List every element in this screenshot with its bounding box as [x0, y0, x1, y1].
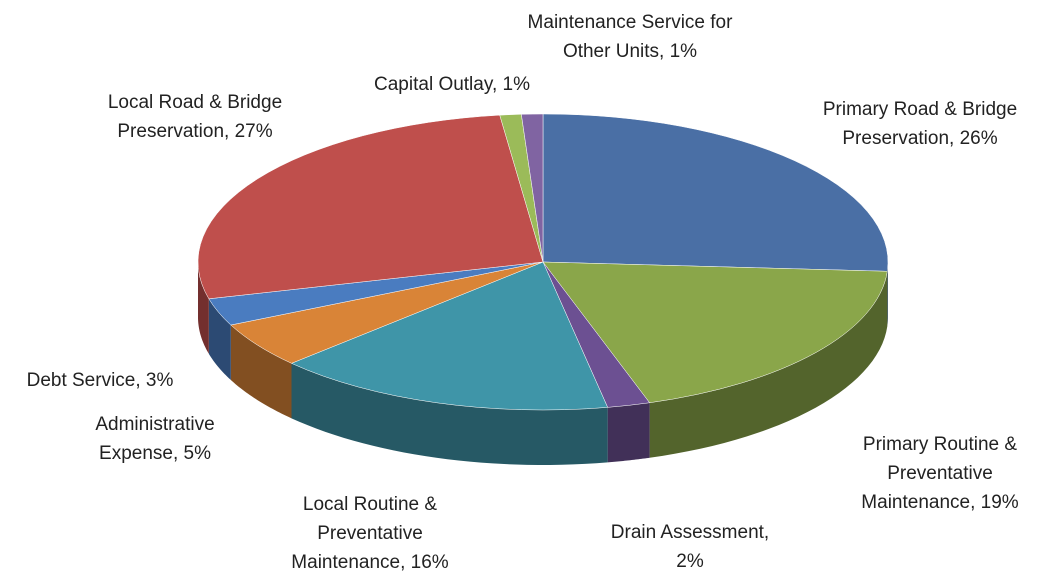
- data-label: Local Routine & Preventative Maintenance…: [291, 494, 449, 573]
- data-label: Capital Outlay, 1%: [374, 74, 530, 95]
- data-label: Primary Routine & Preventative Maintenan…: [861, 434, 1019, 513]
- data-label: Debt Service, 3%: [26, 370, 174, 391]
- slice-side: [198, 262, 209, 354]
- data-label: Drain Assessment, 2%: [610, 522, 770, 572]
- data-label: Primary Road & Bridge Preservation, 26%: [822, 99, 1018, 149]
- data-label: Maintenance Service for Other Units, 1%: [527, 12, 733, 62]
- slice-side: [607, 402, 650, 463]
- slice: [290, 261, 609, 411]
- slice-side: [208, 298, 231, 381]
- data-label: Administrative Expense, 5%: [95, 414, 215, 464]
- slice: [197, 114, 544, 300]
- slice: [542, 261, 888, 404]
- slice-side: [230, 325, 292, 419]
- slice: [521, 113, 544, 263]
- data-label: Local Road & Bridge Preservation, 27%: [107, 92, 283, 142]
- slice-side: [887, 262, 888, 327]
- slice: [542, 113, 889, 272]
- slice-side: [649, 271, 888, 458]
- slice-side: [291, 363, 608, 465]
